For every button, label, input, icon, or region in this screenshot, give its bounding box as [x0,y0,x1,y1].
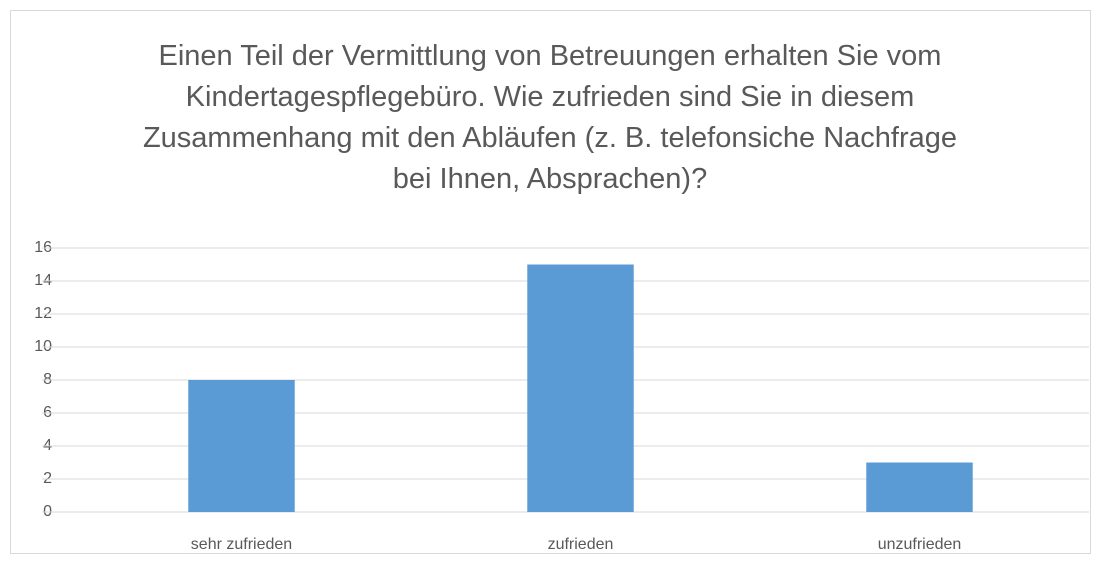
bar [866,462,973,512]
chart-title: Einen Teil der Vermittlung von Betreuung… [142,40,958,195]
bar [527,264,634,512]
x-tick-label: sehr zufrieden [191,536,292,553]
x-tick-label: zufrieden [548,536,614,553]
bar [188,380,295,512]
x-tick-label: unzufrieden [878,536,962,553]
